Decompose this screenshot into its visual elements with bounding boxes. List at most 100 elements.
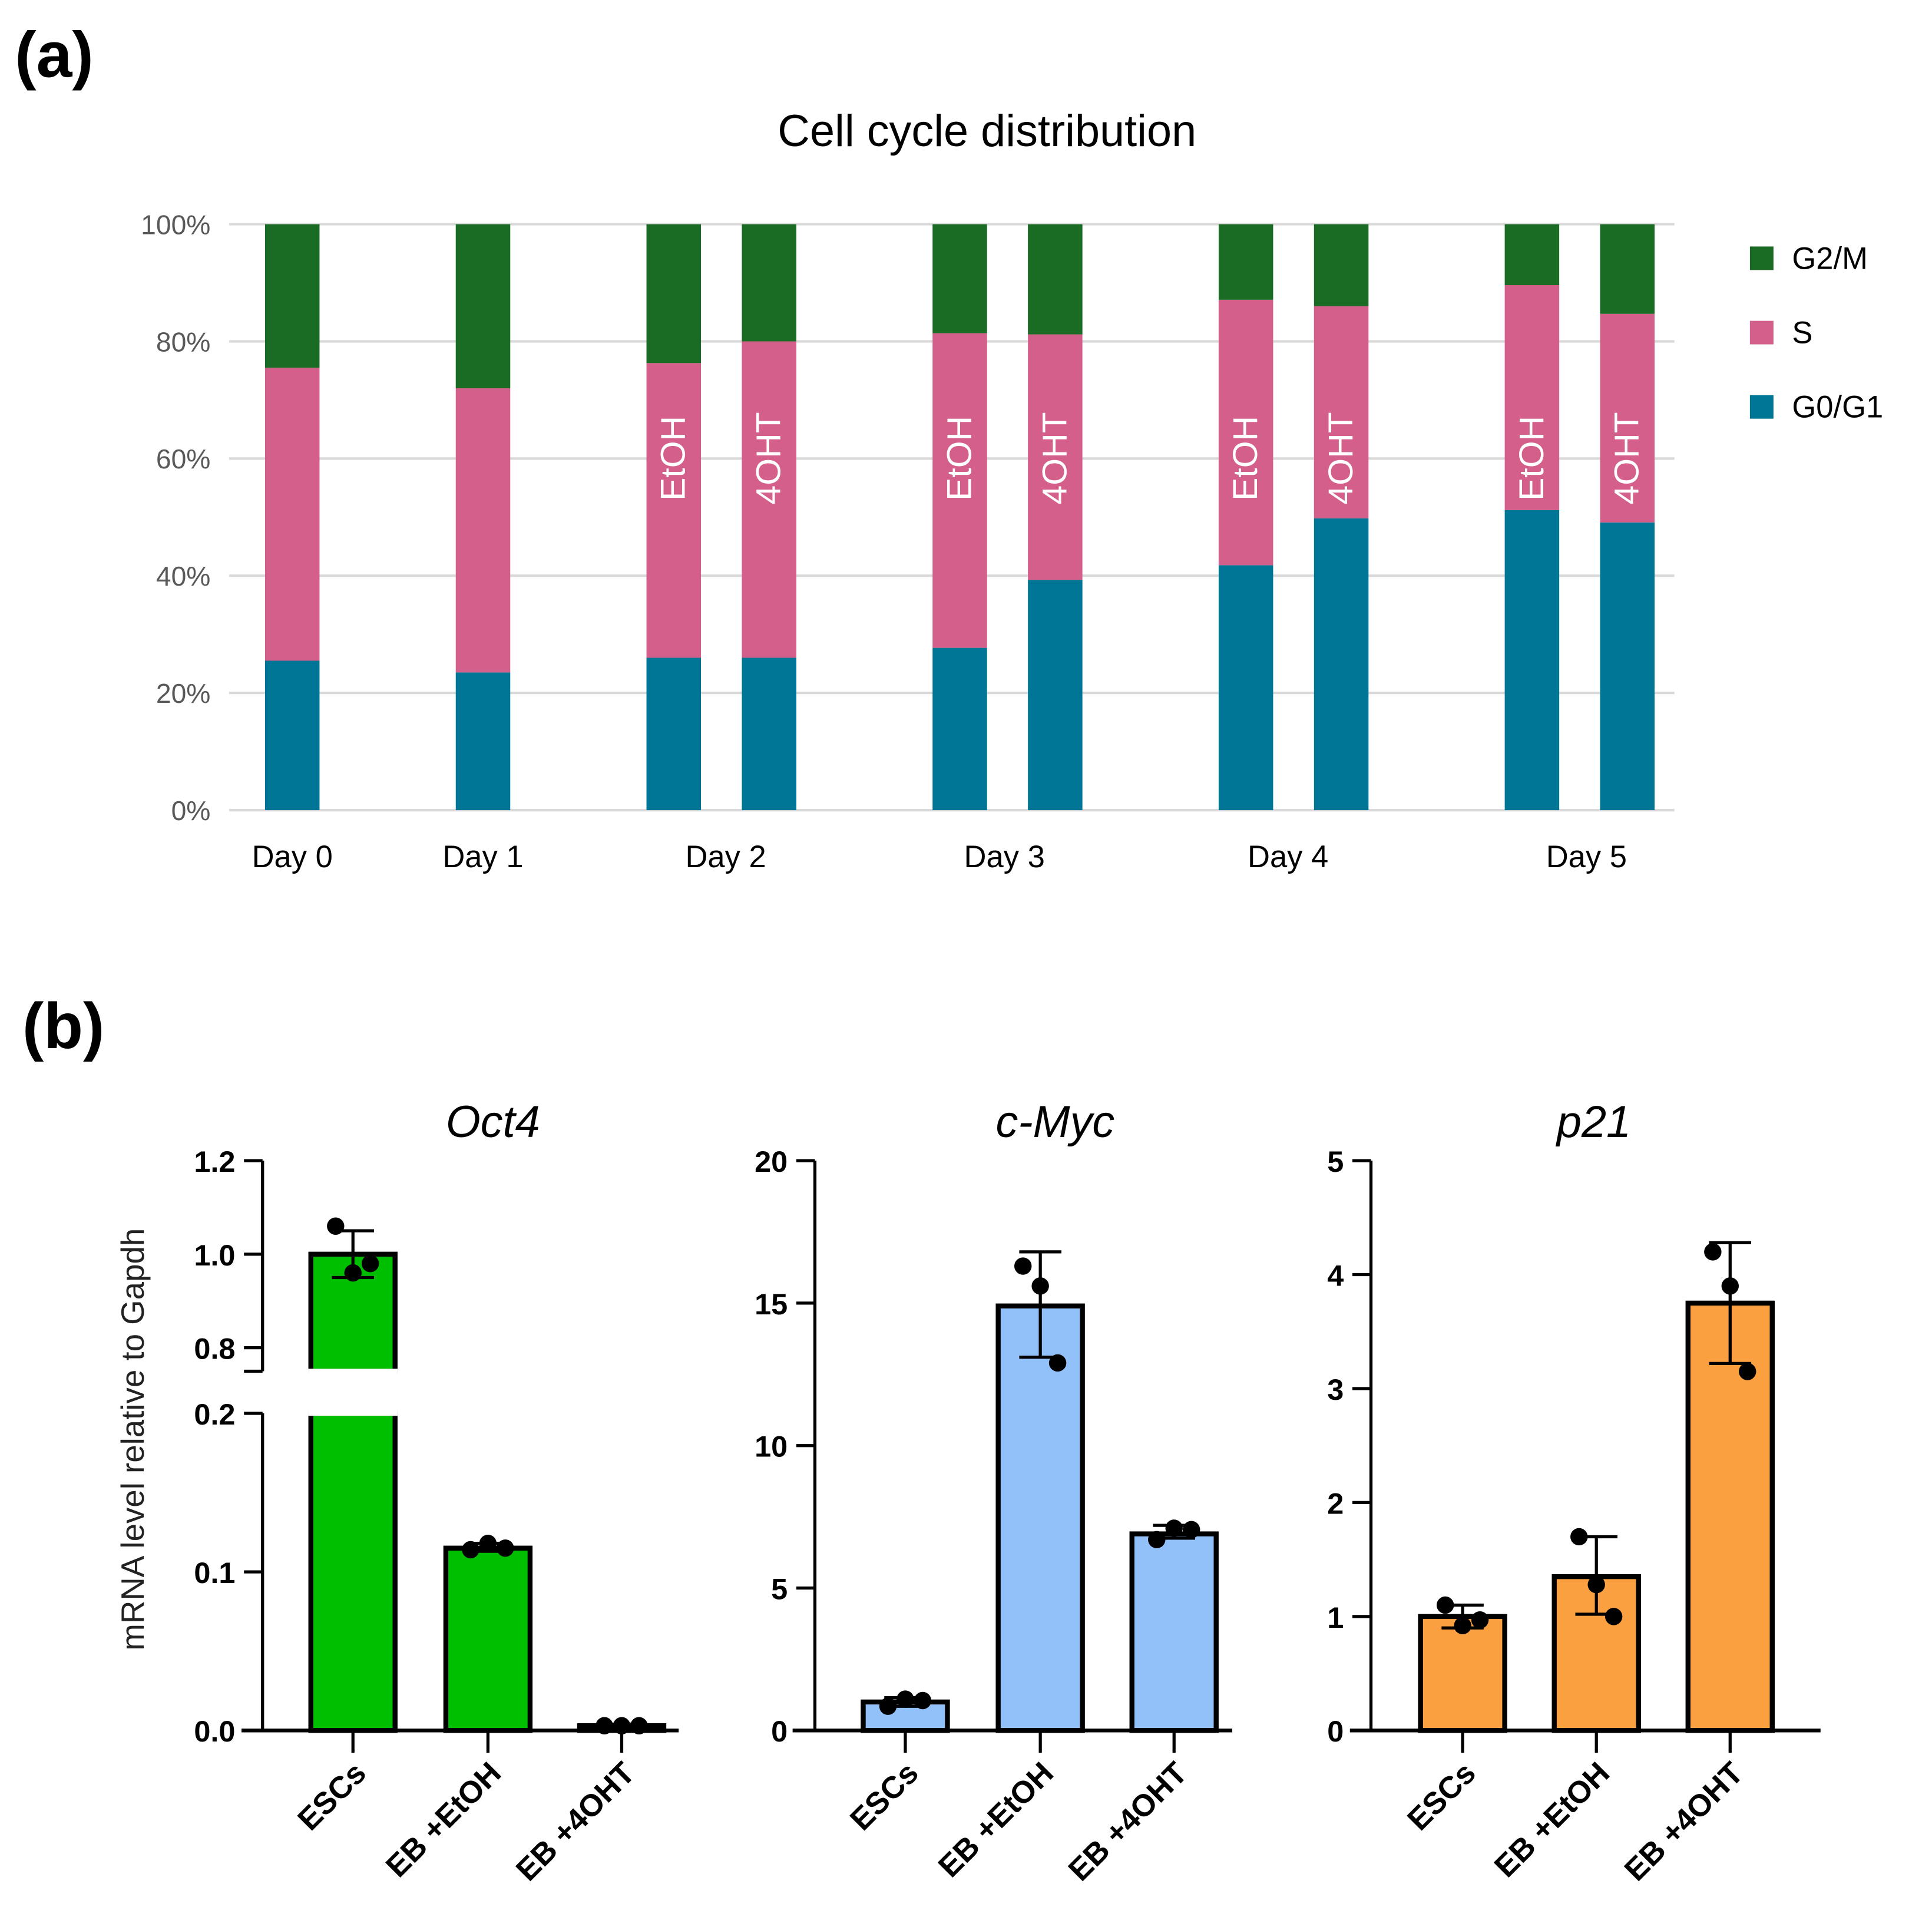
bar-label: 4OHT: [1608, 412, 1646, 504]
bar-label: EtOH: [654, 416, 693, 501]
bar-segment-g0g1: [646, 657, 702, 811]
data-point: [497, 1539, 514, 1557]
y-tick-label: 0.8: [194, 1332, 235, 1366]
y-tick-label: 80%: [156, 326, 211, 357]
y-tick-label: 1.2: [194, 1145, 235, 1178]
x-tick-label: EB +EtOH: [1488, 1756, 1616, 1884]
p21-title: p21: [1556, 1097, 1631, 1147]
bar-segment-g2m: [1600, 224, 1655, 314]
bar: [1418, 1614, 1507, 1733]
bar-segment-s: [742, 341, 796, 658]
x-tick-label: ESCs: [843, 1756, 925, 1838]
y-tick-label: 5: [1327, 1145, 1344, 1178]
y-tick-label: 0.1: [194, 1556, 235, 1589]
bar-segment-g2m: [646, 224, 702, 363]
legend-label: S: [1792, 315, 1812, 350]
x-tick-label: EB +4OHT: [1618, 1756, 1750, 1888]
data-point: [1148, 1531, 1166, 1549]
data-point: [1165, 1519, 1183, 1537]
data-point: [1436, 1596, 1454, 1614]
data-point: [1605, 1608, 1623, 1625]
data-point: [479, 1535, 497, 1552]
bar-segment-s: [932, 333, 987, 648]
data-point: [1587, 1575, 1605, 1594]
bar-segment-g2m: [264, 224, 320, 368]
bar-segment-g2m: [932, 224, 987, 333]
bar-segment-g2m: [742, 224, 796, 342]
bar: [995, 1303, 1085, 1733]
legend-swatch: [1749, 246, 1774, 270]
bar-label: EtOH: [1226, 416, 1265, 501]
y-tick-label: 3: [1327, 1373, 1344, 1406]
legend-label: G2/M: [1792, 241, 1867, 276]
bar-label: 4OHT: [1036, 412, 1074, 504]
y-axis-label: mRNA level relative to Gapdh: [115, 1228, 151, 1651]
bar-segment-g0g1: [742, 657, 796, 811]
x-tick-label: Day 0: [252, 840, 333, 874]
x-tick-label: ESCs: [291, 1756, 373, 1838]
bar-segment-s: [1504, 285, 1560, 510]
x-tick-label: Day 3: [964, 840, 1045, 874]
bar-segment-g0g1: [1218, 565, 1273, 811]
y-tick-label: 0%: [171, 795, 211, 826]
data-point: [1704, 1243, 1722, 1261]
bar-segment-g2m: [455, 224, 511, 389]
data-point: [1721, 1277, 1739, 1295]
bar-label: 4OHT: [1322, 412, 1360, 504]
x-tick-label: Day 4: [1248, 840, 1328, 874]
oct4-title: Oct4: [446, 1097, 540, 1147]
data-point: [879, 1697, 897, 1715]
legend-label: G0/G1: [1792, 390, 1883, 425]
y-tick-label: 15: [755, 1287, 788, 1321]
bar-segment-g0g1: [932, 647, 987, 811]
data-point: [1014, 1257, 1032, 1275]
data-point: [1182, 1521, 1200, 1539]
bar-segment-s: [1314, 306, 1369, 518]
y-tick-label: 100%: [141, 209, 210, 240]
bar-segment-s: [455, 388, 511, 673]
data-point: [1739, 1363, 1756, 1380]
bar: [308, 1410, 398, 1733]
panel-label-b: (b): [22, 990, 105, 1062]
bar-segment-s: [1600, 313, 1655, 523]
bar-segment-s: [646, 363, 702, 658]
panel-label-a: (a): [15, 19, 94, 91]
bar-segment-g0g1: [1314, 518, 1369, 811]
y-tick-label: 20%: [156, 678, 211, 709]
bar-segment-g2m: [1218, 224, 1273, 300]
legend-swatch: [1749, 320, 1774, 345]
data-point: [1031, 1277, 1049, 1295]
x-tick-label: Day 2: [685, 840, 766, 874]
axis-break-gap: [308, 1369, 398, 1416]
y-tick-label: 60%: [156, 444, 211, 474]
y-tick-label: 0.2: [194, 1397, 235, 1431]
bar-segment-s: [1218, 299, 1273, 566]
y-tick-label: 1.0: [194, 1238, 235, 1272]
data-point: [896, 1690, 914, 1708]
x-tick-label: Day 5: [1546, 840, 1627, 874]
y-tick-label: 2: [1327, 1486, 1344, 1520]
bar-segment-g0g1: [1600, 522, 1655, 811]
data-point: [914, 1691, 932, 1710]
data-point: [327, 1217, 345, 1235]
bar-segment-s: [264, 368, 320, 661]
x-tick-label: Day 1: [442, 840, 523, 874]
y-tick-label: 0.0: [194, 1714, 235, 1748]
bar-label: EtOH: [1513, 416, 1551, 501]
chart-a-title: Cell cycle distribution: [778, 106, 1196, 156]
cmyc-title: c-Myc: [995, 1097, 1114, 1147]
y-tick-label: 0: [771, 1714, 788, 1748]
bar: [1129, 1531, 1219, 1733]
y-tick-label: 0: [1327, 1714, 1344, 1748]
data-point: [1454, 1617, 1471, 1635]
bar-segment-g0g1: [455, 672, 511, 811]
x-tick-label: EB +EtOH: [379, 1756, 508, 1884]
y-tick-label: 1: [1327, 1601, 1344, 1634]
x-tick-label: EB +4OHT: [510, 1756, 641, 1888]
y-tick-label: 20: [755, 1145, 788, 1178]
data-point: [462, 1541, 479, 1559]
data-point: [1048, 1354, 1067, 1372]
y-tick-label: 40%: [156, 561, 211, 591]
y-tick-label: 5: [771, 1572, 788, 1605]
